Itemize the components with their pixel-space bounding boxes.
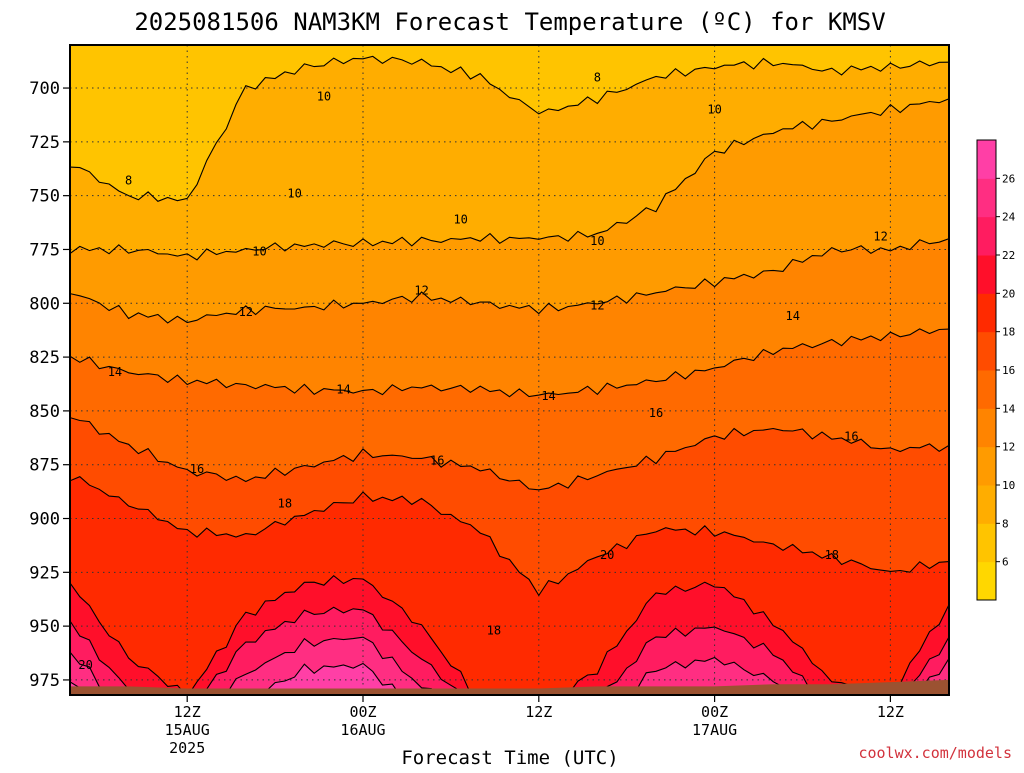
y-tick-label: 975	[29, 671, 60, 691]
colorbar-swatch	[977, 408, 996, 448]
isotherm-label: 18	[825, 548, 839, 562]
x-tick-label: 12Z	[877, 703, 904, 721]
isotherm-label: 10	[287, 187, 301, 201]
isotherm-label: 18	[278, 496, 292, 510]
colorbar: 6 8 10 12 14 16 18 20 22 24 26	[976, 139, 1016, 601]
colorbar-tick-label: 20	[1002, 287, 1015, 300]
colorbar-swatch	[977, 485, 996, 524]
isotherm-14	[70, 328, 949, 398]
plot-area	[70, 45, 949, 695]
colorbar-swatch	[977, 523, 996, 563]
y-axis: 700 725 750 775 800 825 850 875 900 925 950 975	[29, 79, 70, 691]
x-tick-label: 00Z	[349, 703, 376, 721]
isotherm-label: 8	[594, 70, 601, 84]
y-tick-label: 875	[29, 456, 60, 476]
x-tick-label: 12Z	[174, 703, 201, 721]
terrain-mask	[70, 679, 949, 695]
colorbar-swatch	[977, 178, 996, 218]
colorbar-swatch	[977, 140, 996, 179]
credit-text: coolwx.com/models	[858, 744, 1012, 762]
isotherm-label: 16	[844, 430, 858, 444]
colorbar-swatch	[977, 216, 996, 256]
y-tick-label: 725	[29, 133, 60, 153]
isotherm-label: 14	[541, 389, 555, 403]
x-axis-label: Forecast Time (UTC)	[401, 747, 618, 768]
y-tick-label: 700	[29, 79, 60, 99]
x-tick-label: 2025	[169, 739, 205, 757]
isotherm-labels: 8 8 10 10 10 10 10 10 12 12 12 12 14 14 14 14 16 16 16 16 18…	[78, 70, 887, 672]
terrain-ground	[70, 679, 949, 695]
colorbar-swatch	[977, 255, 996, 294]
y-tick-label: 950	[29, 617, 60, 637]
colorbar-tick-label: 26	[1002, 172, 1015, 185]
y-tick-label: 825	[29, 348, 60, 368]
isotherm-label: 20	[78, 658, 92, 672]
isotherm-8	[70, 55, 949, 202]
isotherm-label: 10	[707, 103, 721, 117]
isotherm-label: 12	[239, 305, 253, 319]
isotherm-label: 18	[487, 623, 501, 637]
x-tick-label: 15AUG	[165, 721, 210, 739]
isotherm-label: 12	[590, 298, 604, 312]
colorbar-swatch	[977, 293, 996, 333]
colorbar-tick-label: 8	[1002, 517, 1009, 530]
colorbar-swatch	[977, 446, 996, 486]
temperature-fill-bands	[70, 45, 949, 695]
isotherm-label: 14	[786, 309, 800, 323]
colorbar-swatch	[977, 370, 996, 409]
isotherm-20	[70, 574, 949, 695]
y-tick-label: 900	[29, 510, 60, 530]
isotherm-label: 8	[125, 174, 132, 188]
isotherm-label: 20	[600, 548, 614, 562]
band-6-8	[70, 45, 949, 202]
y-tick-label: 750	[29, 187, 60, 207]
isotherm-label: 14	[108, 365, 122, 379]
colorbar-tick-label: 24	[1002, 211, 1016, 224]
isotherm-16	[70, 417, 949, 491]
colorbar-tick-label: 22	[1002, 249, 1015, 262]
y-tick-label: 800	[29, 294, 60, 314]
isotherm-12	[70, 238, 949, 324]
y-tick-label: 850	[29, 402, 60, 422]
isotherm-label: 14	[336, 382, 350, 396]
colorbar-tick-label: 10	[1002, 479, 1015, 492]
isotherm-label: 16	[649, 406, 663, 420]
y-tick-label: 775	[29, 240, 60, 260]
chart-title: 2025081506 NAM3KM Forecast Temperature (…	[134, 8, 885, 36]
isotherm-lines	[70, 55, 949, 695]
isotherm-label: 12	[414, 283, 428, 297]
isotherm-label: 10	[453, 212, 467, 226]
y-tick-label: 925	[29, 563, 60, 583]
isotherm-label: 12	[873, 230, 887, 244]
colorbar-swatch	[977, 561, 996, 601]
colorbar-swatch	[977, 331, 996, 371]
isotherm-22	[70, 606, 949, 695]
grid-lines	[70, 45, 949, 695]
band-26-28	[70, 663, 949, 695]
isotherm-label: 10	[317, 90, 331, 104]
isotherm-label: 16	[430, 453, 444, 467]
isotherm-label: 16	[190, 462, 204, 476]
x-tick-label: 12Z	[525, 703, 552, 721]
x-tick-label: 16AUG	[340, 721, 385, 739]
isotherm-18	[70, 476, 949, 597]
colorbar-tick-label: 14	[1002, 402, 1016, 415]
colorbar-tick-label: 12	[1002, 441, 1015, 454]
isotherm-label: 10	[590, 234, 604, 248]
plot-frame	[69, 44, 950, 696]
colorbar-tick-label: 18	[1002, 326, 1015, 339]
x-tick-label: 00Z	[701, 703, 728, 721]
isotherm-label: 10	[252, 245, 266, 259]
isotherm-10	[70, 98, 949, 261]
x-tick-label: 17AUG	[692, 721, 737, 739]
colorbar-tick-label: 6	[1002, 556, 1009, 569]
colorbar-tick-label: 16	[1002, 364, 1015, 377]
